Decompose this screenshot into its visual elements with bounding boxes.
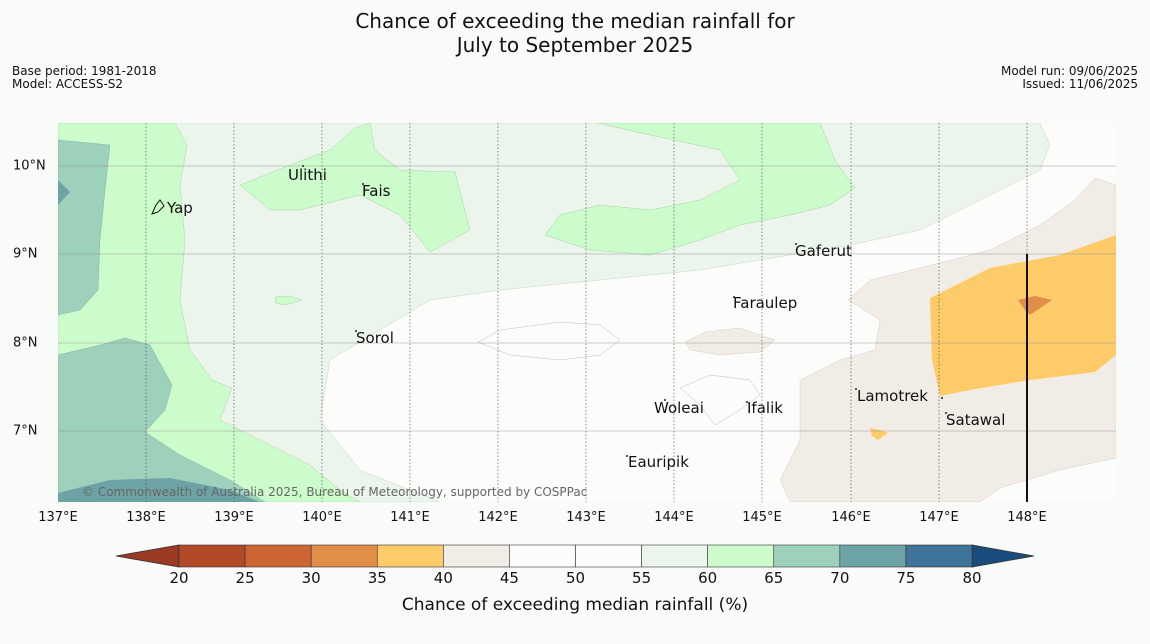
title-line-2: July to September 2025 [456, 33, 694, 57]
lon-label: 147°E [919, 510, 959, 525]
colorbar-over-extension [971, 544, 1035, 568]
colorbar-segment [310, 544, 378, 568]
model-info: Base period: 1981-2018 Model: ACCESS-S2 [12, 65, 157, 91]
contour-line-50 [477, 321, 621, 361]
colorbar-tick-label: 20 [169, 569, 189, 587]
map-title: Chance of exceeding the median rainfall … [0, 9, 1150, 57]
model-run-date: Model run: 09/06/2025 [1000, 64, 1138, 78]
contour-line-50b [679, 374, 761, 426]
place-ifalik: Ifalik [747, 399, 783, 417]
colorbar-segment [905, 544, 973, 568]
map-field [58, 123, 1116, 502]
colorbar-tick-label: 40 [433, 569, 453, 587]
lat-label: 9°N [13, 246, 38, 262]
contour-70-75-south [58, 478, 260, 502]
colorbar-label: Chance of exceeding median rainfall (%) [401, 595, 749, 615]
colorbar-segment [244, 544, 312, 568]
colorbar-under-extension [115, 544, 180, 568]
model-name: Model: ACCESS-S2 [12, 77, 124, 91]
colorbar-segment [773, 544, 841, 568]
place-faraulep: Faraulep [733, 294, 798, 312]
copyright-notice: © Commonwealth of Australia 2025, Bureau… [82, 485, 588, 499]
lon-label: 139°E [214, 510, 254, 525]
run-info: Model run: 09/06/2025 Issued: 11/06/2025 [1001, 65, 1138, 91]
contour-60-65-small [274, 295, 303, 306]
colorbar-tick-label: 35 [367, 569, 387, 587]
place-eauripik: Eauripik [628, 453, 689, 471]
parallels [58, 165, 1116, 432]
colorbar-segment [376, 544, 444, 568]
colorbar-tick-label: 80 [962, 569, 982, 587]
lon-label: 141°E [390, 510, 430, 525]
base-period: Base period: 1981-2018 [12, 64, 157, 78]
place-sorol: Sorol [356, 329, 394, 347]
title-line-1: Chance of exceeding the median rainfall … [355, 9, 795, 33]
lon-label: 138°E [126, 510, 166, 525]
contour-65-70-south [58, 337, 266, 502]
colorbar-tick-label: 65 [764, 569, 784, 587]
colorbar-tick-label: 60 [698, 569, 718, 587]
lon-label: 148°E [1007, 510, 1047, 525]
lon-label: 143°E [566, 510, 606, 525]
lat-label: 10°N [13, 158, 46, 174]
place-ulithi: Ulithi [288, 166, 327, 184]
lat-label: 7°N [13, 423, 38, 439]
lon-label: 142°E [478, 510, 518, 525]
contour-40-45-central [684, 327, 776, 356]
colorbar-segment [707, 544, 775, 568]
lon-label: 137°E [38, 510, 78, 525]
lat-label: 8°N [13, 335, 38, 351]
place-lamotrek: Lamotrek [857, 387, 928, 405]
contour-60-65-central [239, 123, 471, 253]
meridians [145, 123, 1028, 502]
colorbar-tick-label: 75 [896, 569, 916, 587]
place-yap: Yap [167, 199, 193, 217]
colorbar-tick-label: 50 [565, 569, 586, 587]
issued-date: Issued: 11/06/2025 [1022, 77, 1138, 91]
colorbar-segment [641, 544, 708, 568]
contour-55-60 [58, 123, 1051, 502]
colorbar-segment [839, 544, 907, 568]
colorbar-segment [509, 544, 576, 568]
colorbar-segment [178, 544, 246, 568]
place-gaferut: Gaferut [795, 242, 852, 260]
colorbar-tick-label: 55 [632, 569, 652, 587]
lon-label: 146°E [831, 510, 871, 525]
lon-label: 145°E [742, 510, 782, 525]
yap-island-outline [151, 199, 165, 215]
place-satawal: Satawal [946, 411, 1006, 429]
place-fais: Fais [362, 182, 391, 200]
colorbar-segment [443, 544, 510, 568]
contour-65-70-north [58, 139, 111, 316]
contour-60-65-east [544, 123, 856, 256]
colorbar-tick-label: 45 [499, 569, 519, 587]
contour-35-40 [930, 235, 1116, 396]
place-woleai: Woleai [654, 399, 704, 417]
colorbar-tick-label: 30 [301, 569, 321, 587]
lon-label: 140°E [302, 510, 342, 525]
colorbar-tick-label: 25 [235, 569, 255, 587]
colorbar-tick-label: 70 [830, 569, 850, 587]
lon-label: 144°E [654, 510, 694, 525]
island-markers [302, 165, 947, 457]
colorbar-segment [575, 544, 642, 568]
contour-70-75-north [58, 180, 70, 205]
